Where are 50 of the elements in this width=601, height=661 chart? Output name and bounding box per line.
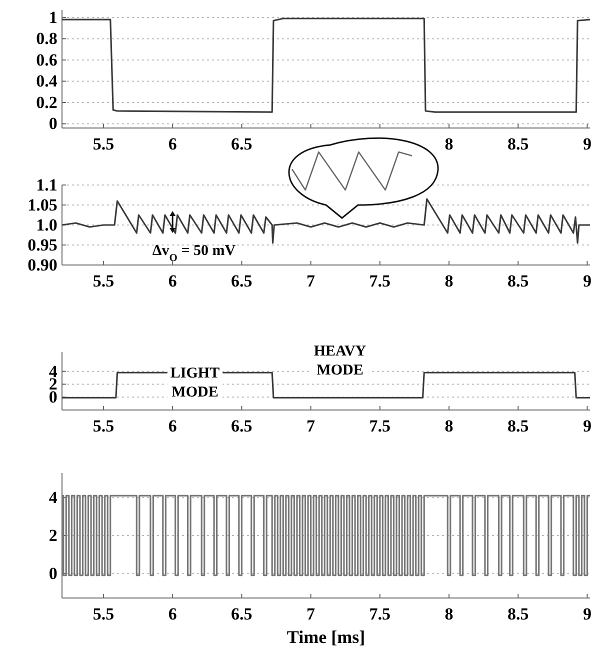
y-tick-label: 0.6 [36,50,58,70]
x-tick-label: 6.5 [231,416,252,436]
x-tick-label: 8 [444,416,454,436]
line-series [61,18,591,113]
x-tick-label: 6.5 [231,604,252,624]
y-tick-label: 2 [48,526,58,545]
y-tick-label: 0.2 [36,92,58,112]
y-tick-label: 4 [48,488,58,508]
x-tick-label: 7 [306,604,316,624]
x-tick-label: 8 [444,604,454,624]
x-tick-label: 9 [582,272,592,291]
x-tick-label: 8 [444,272,454,291]
y-tick-label: 0.8 [36,29,58,48]
x-tick-label: 6.5 [231,134,252,154]
x-tick-label: 6.5 [231,272,252,291]
y-tick-label: 0.95 [28,235,58,254]
x-tick-label: 6 [168,604,177,624]
y-tick-label: 0.90 [28,255,58,274]
x-tick-label: 8.5 [508,416,529,436]
x-tick-label: 7.5 [369,272,391,291]
y-tick-label: 0 [48,564,58,583]
annotation: Δv$_{O}$ = 50 mV [152,243,236,264]
x-tick-label: 9 [582,604,592,624]
y-tick-label: 1 [48,8,58,27]
x-tick-label: 6 [168,416,177,436]
x-tick-label: 7 [306,416,316,436]
x-axis-title: Time [ms] [286,627,366,647]
annotation: HEAVY MODE [314,344,366,378]
x-tick-label: 5.5 [92,604,114,624]
x-tick-label: 6 [168,134,177,154]
x-tick-label: 9 [582,416,592,436]
x-tick-label: 5.5 [92,272,114,291]
annotation: LIGHT MODE [170,366,220,400]
y-tick-label: 1.05 [28,195,58,214]
x-tick-label: 7 [306,272,316,291]
x-tick-label: 9 [582,134,592,154]
x-tick-label: 7.5 [369,604,391,624]
y-tick-label: 0 [48,114,58,134]
x-tick-label: 8.5 [508,272,529,291]
x-tick-label: 8 [444,134,454,154]
y-tick-label: 1.0 [36,215,58,234]
y-tick-label: 1.1 [36,175,58,194]
x-tick-label: 8.5 [508,604,529,624]
y-tick-label: 0.4 [36,72,58,91]
x-tick-label: 5.5 [92,134,114,154]
x-tick-label: 8.5 [508,134,529,154]
x-tick-label: 7.5 [369,416,391,436]
line-series [61,198,591,244]
x-tick-label: 5.5 [92,416,114,436]
x-tick-label: 6 [168,272,177,291]
